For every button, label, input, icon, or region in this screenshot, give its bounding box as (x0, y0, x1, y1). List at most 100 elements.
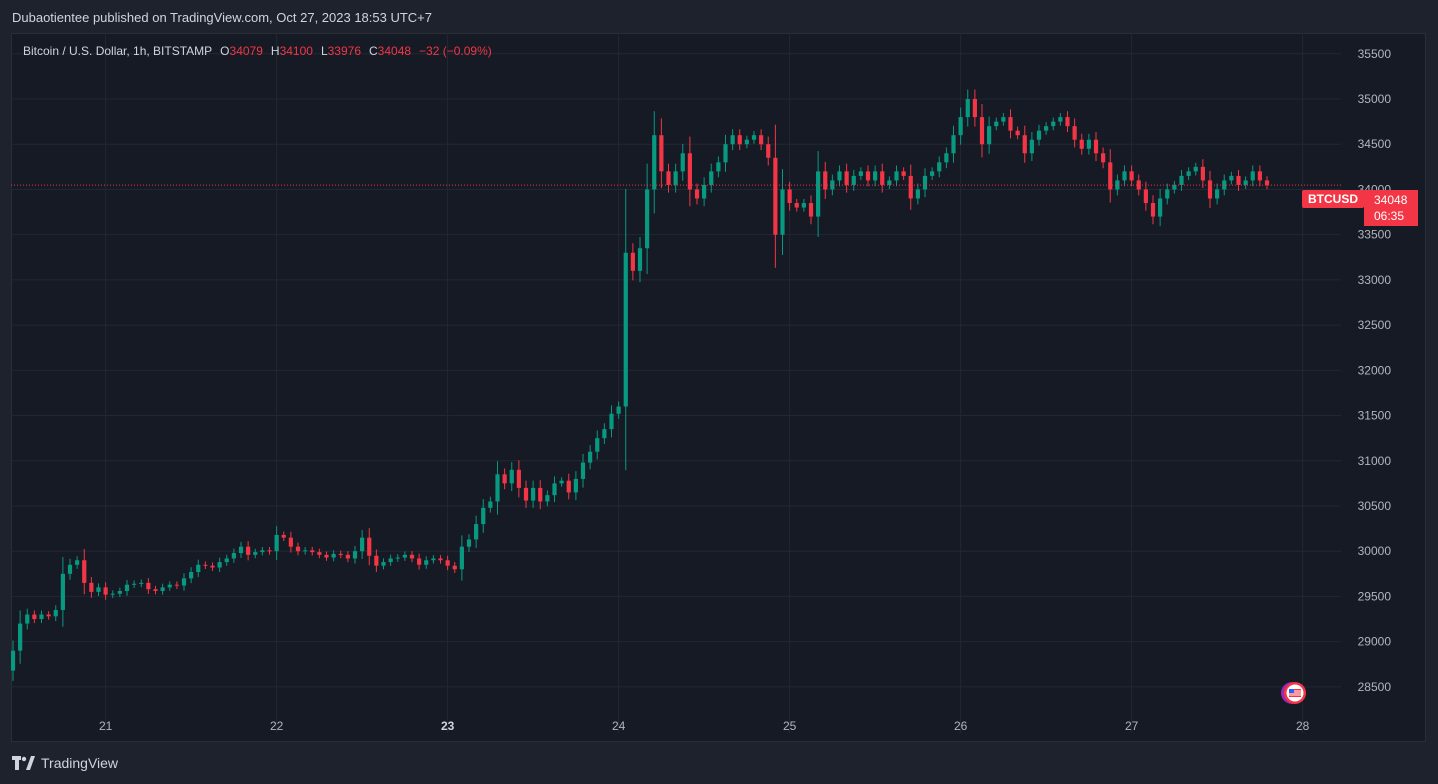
candle-body (1101, 153, 1106, 163)
grid-lines (11, 33, 1341, 733)
candle-body (189, 572, 194, 579)
candle-body (1086, 139, 1091, 149)
candle (1108, 149, 1113, 203)
candle-body (110, 593, 115, 595)
candle-body (1072, 126, 1077, 140)
candle-body (317, 552, 322, 555)
candle (958, 107, 963, 145)
candle-body (345, 554, 350, 559)
candle (1079, 133, 1084, 155)
candle-body (1243, 180, 1248, 185)
x-tick-label: 23 (441, 719, 455, 733)
candle (424, 556, 429, 569)
open-label: O (220, 44, 230, 58)
candle-body (424, 560, 429, 565)
candle (160, 583, 165, 595)
ohlc-legend: Bitcoin / U.S. Dollar, 1h, BITSTAMP O3407… (23, 44, 492, 58)
x-tick-label: 22 (270, 719, 284, 733)
candle-body (1022, 135, 1027, 154)
candle (146, 578, 151, 594)
candle (851, 170, 856, 191)
candle-body (1236, 175, 1241, 185)
candle-body (816, 171, 821, 217)
candle-body (887, 180, 892, 185)
candle (1086, 133, 1091, 155)
candle-body (538, 487, 543, 502)
candle-body (217, 562, 222, 568)
candle-body (787, 189, 792, 204)
candle (1008, 109, 1013, 139)
candle-body (823, 171, 828, 190)
candle-body (459, 546, 464, 570)
candle (1051, 117, 1056, 131)
candle-body (580, 462, 586, 479)
candle-body (1165, 189, 1170, 199)
candle (1229, 171, 1234, 185)
candle-body (873, 171, 878, 181)
candle (174, 581, 179, 589)
candle (623, 189, 628, 471)
candle-body (687, 153, 692, 190)
candle-body (167, 584, 172, 588)
candle (189, 567, 194, 584)
publisher-caption: Dubaotientee published on TradingView.co… (12, 10, 433, 25)
candle (694, 183, 700, 205)
candle (787, 181, 792, 211)
x-tick-label: 21 (99, 719, 113, 733)
candle-body (395, 557, 400, 559)
candle-body (338, 553, 343, 555)
candlestick-chart[interactable]: 3550035000345003400033500330003250032000… (11, 33, 1426, 742)
candle-body (1029, 139, 1034, 154)
candle (25, 608, 30, 630)
candle (645, 163, 650, 275)
y-tick-label: 31500 (1358, 409, 1392, 423)
us-flag-event-icon[interactable] (1281, 680, 1307, 706)
chart-panel[interactable] (11, 33, 1426, 742)
close-value: 34048 (377, 44, 412, 58)
candle-body (1250, 171, 1255, 181)
candle (588, 445, 593, 470)
candle-body (210, 565, 215, 568)
candle (823, 161, 828, 199)
last-price-value: 34048 (1374, 193, 1408, 207)
candle-body (388, 558, 393, 563)
candle (345, 551, 350, 563)
candle-body (89, 582, 94, 592)
candle (794, 198, 799, 212)
y-tick-label: 35500 (1358, 47, 1392, 61)
candle-body (894, 171, 899, 181)
candle-body (545, 495, 550, 502)
candle (951, 125, 956, 163)
candle (979, 103, 985, 158)
candle (360, 529, 365, 559)
candle-body (609, 413, 614, 430)
candle-body (1051, 121, 1056, 127)
candle-body (979, 117, 985, 145)
candle (1001, 113, 1006, 126)
candle-body (666, 171, 671, 185)
candle-body (751, 135, 757, 140)
candle-body (523, 487, 529, 501)
candle (552, 476, 557, 503)
candle-body (509, 469, 514, 484)
candle-body (495, 474, 500, 502)
candle (801, 198, 806, 212)
y-tick-label: 28500 (1358, 680, 1392, 694)
candle-body (203, 564, 208, 566)
candle (759, 129, 764, 151)
candle (481, 499, 486, 533)
candle-body (951, 135, 956, 154)
candle-body (730, 135, 735, 145)
candle-body (374, 555, 379, 566)
candle (82, 548, 87, 595)
candle (780, 169, 785, 256)
candle-body (766, 144, 771, 158)
candle-body (367, 537, 372, 556)
candle-body (481, 507, 486, 525)
candle-body (659, 135, 664, 172)
candle (253, 548, 258, 559)
candle-body (737, 135, 742, 145)
candle-body (96, 587, 101, 592)
footer-brand[interactable]: TradingView (12, 755, 118, 771)
candle-body (1229, 175, 1234, 181)
